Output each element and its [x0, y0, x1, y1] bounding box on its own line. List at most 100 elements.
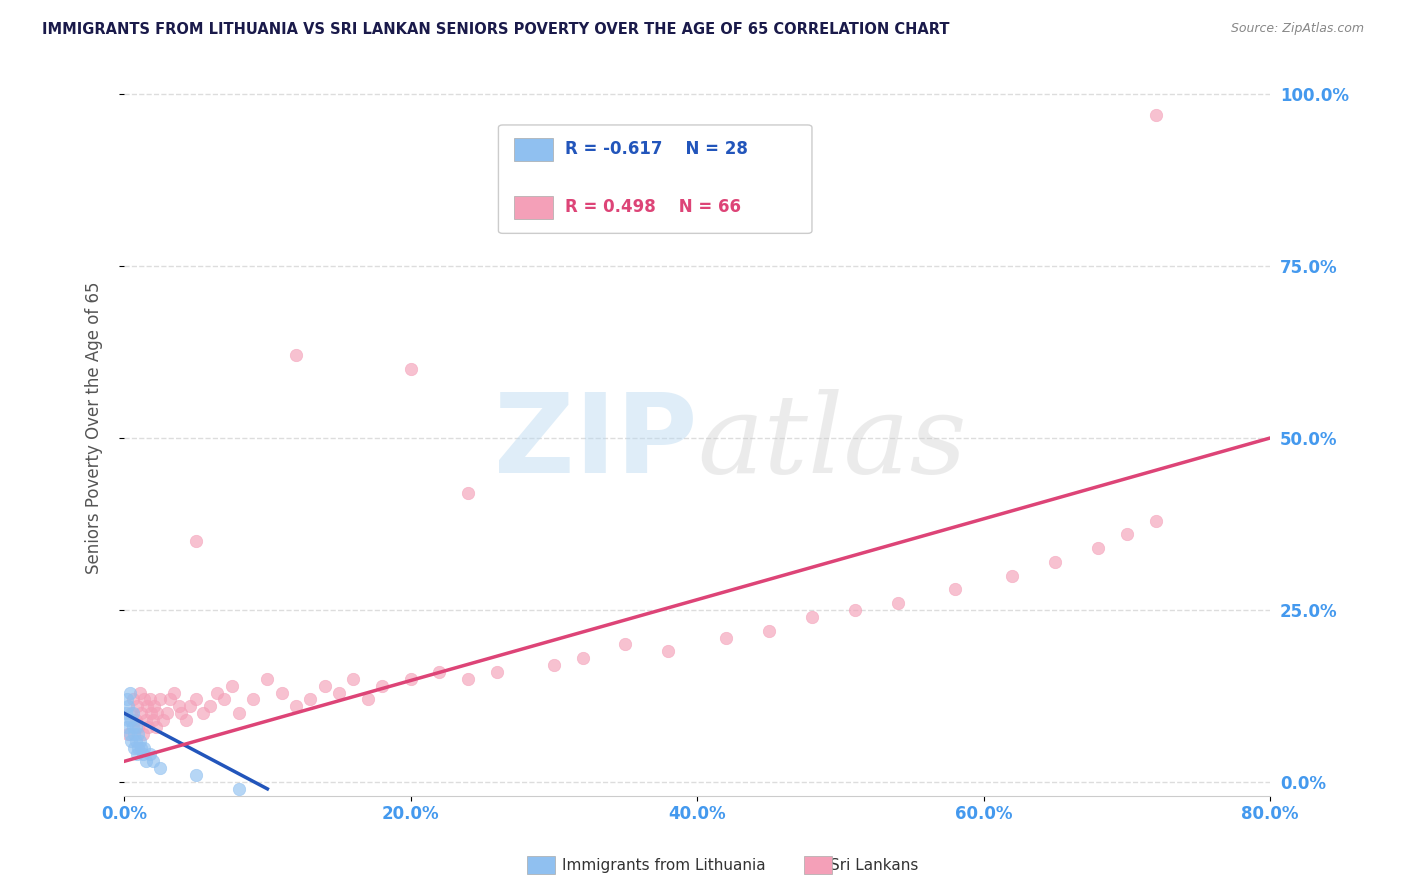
Point — [299, 692, 322, 706]
Point — [125, 747, 148, 762]
Point — [114, 706, 136, 721]
Point — [118, 685, 141, 699]
Point — [120, 733, 142, 747]
Point — [1001, 568, 1024, 582]
Point — [136, 699, 159, 714]
Point — [485, 665, 508, 679]
Point — [142, 713, 165, 727]
Point — [184, 768, 207, 782]
Point — [356, 692, 378, 706]
Point — [115, 720, 138, 734]
Point — [127, 727, 149, 741]
Point — [285, 699, 308, 714]
Point — [285, 348, 308, 362]
Point — [399, 672, 422, 686]
Point — [198, 699, 221, 714]
Point — [371, 679, 394, 693]
Point — [270, 685, 292, 699]
Text: Sri Lankans: Sri Lankans — [830, 858, 918, 872]
Point — [221, 679, 243, 693]
Point — [228, 706, 250, 721]
Point — [131, 740, 153, 755]
Point — [427, 665, 450, 679]
Point — [156, 706, 179, 721]
Text: ZIP: ZIP — [494, 389, 697, 496]
Text: Immigrants from Lithuania: Immigrants from Lithuania — [562, 858, 766, 872]
Point — [122, 727, 145, 741]
Point — [117, 713, 139, 727]
Point — [174, 713, 197, 727]
Point — [141, 706, 163, 721]
Point — [118, 727, 141, 741]
Point — [132, 747, 155, 762]
Point — [1144, 514, 1167, 528]
Point — [657, 644, 679, 658]
Point — [1045, 555, 1067, 569]
Point — [115, 692, 138, 706]
Text: atlas: atlas — [697, 389, 967, 496]
Point — [167, 699, 190, 714]
Point — [124, 733, 146, 747]
Point — [127, 720, 149, 734]
Point — [125, 699, 148, 714]
Point — [184, 534, 207, 549]
Point — [943, 582, 966, 597]
Text: IMMIGRANTS FROM LITHUANIA VS SRI LANKAN SENIORS POVERTY OVER THE AGE OF 65 CORRE: IMMIGRANTS FROM LITHUANIA VS SRI LANKAN … — [42, 22, 949, 37]
Point — [128, 685, 150, 699]
Point — [134, 740, 156, 755]
Point — [614, 637, 637, 651]
Point — [543, 658, 565, 673]
Point — [120, 713, 142, 727]
Point — [1144, 108, 1167, 122]
Point — [121, 706, 143, 721]
Point — [132, 727, 155, 741]
Y-axis label: Seniors Poverty Over the Age of 65: Seniors Poverty Over the Age of 65 — [86, 282, 103, 574]
Point — [170, 706, 193, 721]
Point — [128, 733, 150, 747]
Point — [122, 740, 145, 755]
Text: Source: ZipAtlas.com: Source: ZipAtlas.com — [1230, 22, 1364, 36]
Point — [571, 651, 593, 665]
Point — [152, 713, 174, 727]
Point — [117, 727, 139, 741]
Point — [134, 692, 156, 706]
Point — [457, 672, 479, 686]
Point — [758, 624, 780, 638]
Point — [1087, 541, 1109, 555]
Text: R = 0.498    N = 66: R = 0.498 N = 66 — [565, 198, 741, 216]
Point — [207, 685, 229, 699]
Point — [1115, 527, 1137, 541]
Point — [159, 692, 181, 706]
Point — [184, 692, 207, 706]
Point — [214, 692, 236, 706]
Point — [328, 685, 350, 699]
Point — [149, 692, 172, 706]
Point — [242, 692, 264, 706]
Point — [146, 706, 169, 721]
Point — [138, 720, 160, 734]
Point — [131, 706, 153, 721]
Point — [342, 672, 364, 686]
Point — [143, 699, 166, 714]
Point — [256, 672, 278, 686]
Point — [179, 699, 201, 714]
Point — [124, 720, 146, 734]
Point — [135, 755, 157, 769]
Point — [314, 679, 336, 693]
Point — [228, 781, 250, 796]
Point — [399, 362, 422, 376]
Point — [121, 720, 143, 734]
Point — [121, 692, 143, 706]
Point — [191, 706, 214, 721]
Point — [127, 740, 149, 755]
Point — [800, 610, 823, 624]
Point — [139, 747, 162, 762]
Point — [163, 685, 186, 699]
Point — [886, 596, 908, 610]
Point — [120, 706, 142, 721]
Point — [457, 486, 479, 500]
Point — [117, 699, 139, 714]
Point — [714, 631, 737, 645]
Point — [139, 692, 162, 706]
Text: R = -0.617    N = 28: R = -0.617 N = 28 — [565, 140, 748, 158]
